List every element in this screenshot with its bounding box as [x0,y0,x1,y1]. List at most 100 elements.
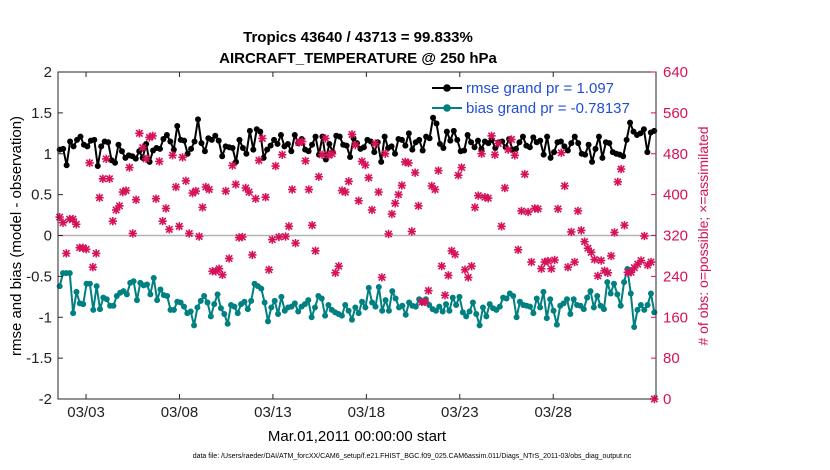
obs-count-marker [470,203,480,212]
bias-point [449,294,456,301]
bias-point [537,304,544,311]
obs-count-marker [640,231,649,241]
obs-count-marker [231,180,240,189]
bias-point [369,299,376,306]
bias-point [325,301,332,308]
rmse-point [60,145,67,152]
obs-count-marker [205,185,214,194]
bias-point [295,308,302,315]
bias-point [312,304,319,311]
obs-count-marker [587,248,596,257]
bias-point [533,295,540,302]
obs-count-marker [497,222,506,231]
obs-count-marker [550,255,559,265]
rmse-point [156,145,163,152]
rmse-point [70,143,77,150]
bias-point [187,308,194,315]
bias-point [412,303,419,310]
obs-count-marker [248,250,257,260]
rmse-point [77,133,84,140]
rmse-point [544,133,551,140]
x-tick-label: 03/28 [534,404,572,421]
rmse-point [167,138,174,145]
obs-count-marker [537,264,546,273]
bias-point [191,322,198,329]
legend: rmse grand pr = 1.097 bias grand pr = -0… [432,80,630,117]
bias-point [234,310,241,317]
obs-count-marker [138,143,147,152]
rmse-point [312,133,319,140]
bias-point [547,296,554,303]
rmse-point [468,139,475,146]
rmse-point [67,138,74,145]
rmse-point [84,143,91,150]
bias-point [147,291,154,298]
rmse-point [229,145,236,152]
obs-count-marker [301,156,310,166]
bias-point [439,308,446,315]
rmse-point [433,120,440,127]
bias-point [197,297,204,304]
rmse-point [388,143,395,150]
rmse-point [160,136,167,143]
bias-point [631,324,638,331]
legend-rmse-marker [443,84,451,92]
y-axis-label: rmse and bias (model - observation) [8,116,25,356]
obs-count-marker [553,204,563,214]
bias-point [644,301,651,308]
obs-count-marker [224,254,234,263]
bias-point [322,312,329,319]
bias-point [627,290,634,297]
y-tick-label: -2 [39,391,52,408]
obs-count-marker [490,150,500,159]
bias-point [392,295,399,302]
obs-count-marker [570,257,579,267]
bias-point [359,298,366,305]
bias-point [453,301,460,308]
rmse-point [540,151,547,158]
bias-point [540,288,547,295]
bias-point [543,315,550,322]
bias-point [123,291,130,298]
obs-count-marker [573,206,583,216]
bias-point [201,292,208,299]
obs-count-marker [168,151,177,160]
bias-point [496,303,503,310]
rmse-point [582,151,589,158]
bias-point [647,290,654,297]
obs-count-marker [533,204,543,214]
rmse-point [564,147,571,154]
bias-point [587,288,594,295]
obs-count-marker [108,217,117,226]
obs-count-marker [613,177,622,187]
rmse-point [184,150,191,157]
obs-count-marker [185,229,194,238]
obs-count-marker [397,181,407,190]
obs-count-marker [597,256,606,265]
obs-count-marker [125,163,134,172]
obs-count-marker [560,181,569,191]
rmse-point [381,133,388,140]
rmse-point [257,128,264,135]
bias-point [567,310,574,317]
rmse-point [530,134,537,141]
bias-point [258,285,265,292]
rmse-point [115,141,122,148]
obs-count-marker [228,161,237,170]
rmse-point [557,138,564,145]
obs-count-marker [520,170,529,179]
rmse-point [419,147,426,154]
bias-point [144,281,151,288]
bias-point [436,303,443,310]
rmse-point [284,140,291,147]
obs-count-marker [444,271,453,280]
y-right-tick-label: 0 [663,391,671,408]
rmse-point [243,150,250,157]
obs-count-marker [171,182,181,192]
bias-point [503,295,510,302]
obs-count-marker [364,173,373,182]
obs-count-marker [304,185,313,194]
bias-point [342,301,349,308]
bias-point [611,280,618,287]
obs-count-marker [557,148,566,157]
